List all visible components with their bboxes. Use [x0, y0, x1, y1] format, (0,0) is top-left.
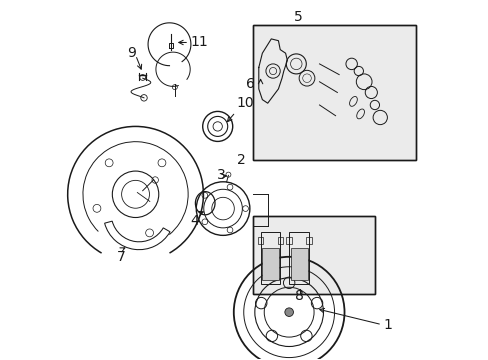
Text: 10: 10 [236, 96, 254, 111]
Bar [260, 232, 280, 284]
Bar [277, 237, 283, 244]
Bar [305, 237, 311, 244]
Text: 1: 1 [383, 318, 392, 332]
Bar [253, 216, 374, 294]
Text: 7: 7 [117, 250, 125, 264]
Text: 6: 6 [246, 77, 255, 91]
Text: 2: 2 [236, 153, 245, 167]
Text: 4: 4 [190, 214, 199, 228]
Bar [290, 248, 307, 280]
Text: 11: 11 [190, 36, 208, 49]
Bar [253, 216, 374, 294]
Text: 8: 8 [295, 289, 304, 303]
Text: 3: 3 [217, 168, 225, 182]
Bar [288, 232, 308, 284]
Bar [257, 237, 263, 244]
Bar [262, 248, 279, 280]
Bar [253, 24, 415, 160]
Bar [253, 24, 415, 160]
Text: 9: 9 [127, 46, 136, 60]
Circle shape [285, 308, 293, 316]
Text: 5: 5 [293, 10, 302, 24]
Bar [285, 237, 291, 244]
